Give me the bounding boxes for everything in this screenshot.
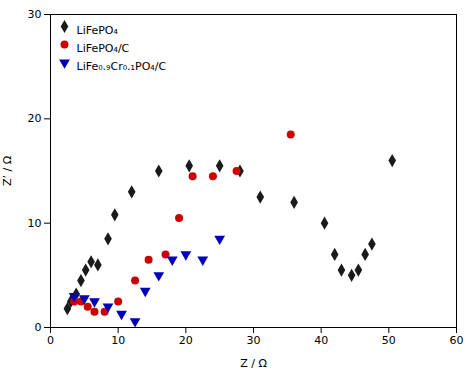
svg-text:50: 50	[382, 334, 396, 347]
svg-text:LiFePO₄: LiFePO₄	[77, 24, 119, 37]
svg-text:20: 20	[28, 112, 42, 125]
svg-text:10: 10	[28, 217, 42, 230]
svg-text:0: 0	[47, 334, 54, 347]
svg-text:40: 40	[314, 334, 328, 347]
svg-text:LiFe₀.₉Cr₀.₁PO₄/C: LiFe₀.₉Cr₀.₁PO₄/C	[77, 60, 167, 73]
svg-text:10: 10	[111, 334, 125, 347]
svg-text:20: 20	[179, 334, 193, 347]
svg-text:30: 30	[28, 8, 42, 21]
svg-text:Z’ / Ω: Z’ / Ω	[1, 156, 14, 186]
svg-text:Z / Ω: Z / Ω	[240, 357, 267, 369]
svg-text:60: 60	[450, 334, 464, 347]
svg-text:LiFePO₄/C: LiFePO₄/C	[77, 42, 130, 55]
svg-text:0: 0	[35, 321, 42, 334]
svg-text:30: 30	[247, 334, 261, 347]
